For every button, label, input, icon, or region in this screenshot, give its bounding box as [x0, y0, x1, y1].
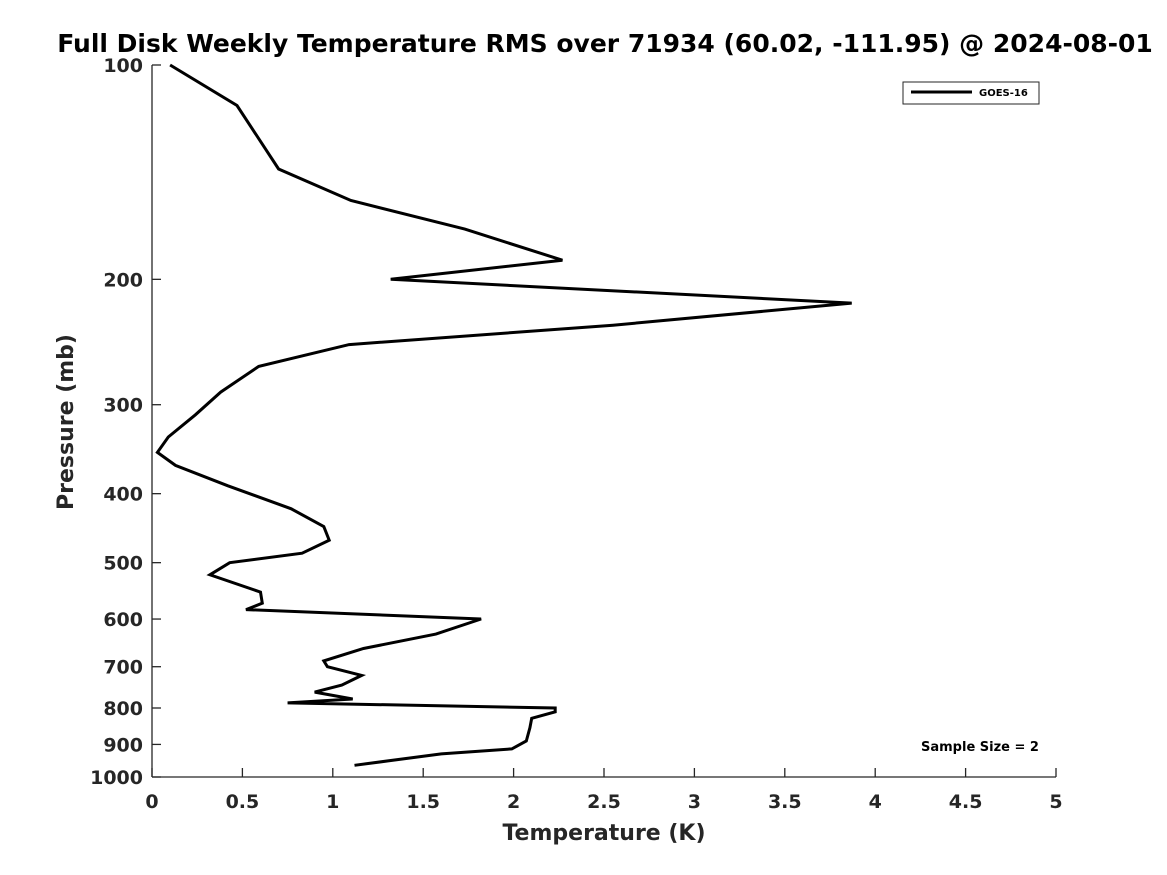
y-tick-label: 600 [103, 609, 143, 631]
x-tick-label: 1.5 [406, 791, 440, 813]
x-tick-label: 4 [869, 791, 882, 813]
legend: GOES-16 [902, 81, 1040, 105]
y-axis-label: Pressure (mb) [54, 334, 79, 510]
series-layer [155, 63, 852, 767]
x-tick-label: 2.5 [587, 791, 621, 813]
x-tick-label: 2 [507, 791, 520, 813]
chart-title: Full Disk Weekly Temperature RMS over 71… [57, 29, 1153, 58]
plot-area: 0 0.5 1 1.5 2 2.5 3 3.5 4 4.5 5 100 200 300 400 500 600… [90, 55, 1063, 813]
sample-size-annotation: Sample Size = 2 [921, 740, 1039, 755]
x-tick-label: 0.5 [226, 791, 260, 813]
y-tick-label: 900 [103, 734, 143, 756]
x-ticks: 0 0.5 1 1.5 2 2.5 3 3.5 4 4.5 5 [145, 768, 1063, 813]
y-tick-label: 700 [103, 657, 143, 679]
y-tick-label: 500 [103, 553, 143, 575]
x-tick-label: 3 [688, 791, 701, 813]
y-ticks: 100 200 300 400 500 600 700 800 900 1000 [90, 55, 161, 789]
series-line [155, 63, 852, 767]
y-tick-label: 300 [103, 395, 143, 417]
x-tick-label: 0 [145, 791, 158, 813]
x-tick-label: 3.5 [768, 791, 802, 813]
x-tick-label: 5 [1049, 791, 1062, 813]
x-axis-label: Temperature (K) [502, 821, 705, 846]
y-tick-label: 1000 [90, 767, 143, 789]
y-tick-label: 100 [103, 55, 143, 77]
legend-label: GOES-16 [979, 88, 1028, 99]
y-tick-label: 200 [103, 269, 143, 291]
x-tick-label: 4.5 [949, 791, 983, 813]
y-tick-label: 800 [103, 698, 143, 720]
x-tick-label: 1 [326, 791, 339, 813]
y-tick-label: 400 [103, 484, 143, 506]
